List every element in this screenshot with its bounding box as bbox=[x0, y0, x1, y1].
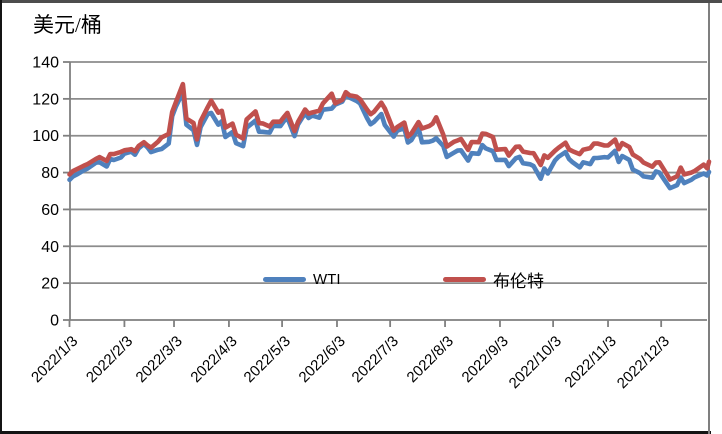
y-tick-label: 40 bbox=[41, 239, 59, 256]
x-tick-label: 2022/9/3 bbox=[459, 333, 512, 386]
y-tick-label: 0 bbox=[50, 313, 59, 330]
x-tick-label: 2022/12/3 bbox=[614, 333, 673, 392]
x-tick-label: 2022/3/3 bbox=[133, 333, 186, 386]
frame-border-top bbox=[0, 0, 722, 3]
frame-border-bottom bbox=[0, 431, 711, 434]
y-tick-label: 100 bbox=[32, 128, 59, 145]
frame-border-right bbox=[708, 3, 710, 434]
x-tick-label: 2022/2/3 bbox=[83, 333, 136, 386]
chart-title: 美元/桶 bbox=[33, 13, 102, 37]
y-tick-label: 120 bbox=[32, 91, 59, 108]
y-tick-label: 20 bbox=[41, 276, 59, 293]
y-tick-label: 140 bbox=[32, 55, 59, 72]
x-tick-label: 2022/6/3 bbox=[296, 333, 349, 386]
x-tick-label: 2022/8/3 bbox=[404, 333, 457, 386]
x-tick-label: 2022/5/3 bbox=[241, 333, 294, 386]
x-tick-label: 2022/7/3 bbox=[349, 333, 402, 386]
x-tick-label: 2022/11/3 bbox=[561, 333, 619, 391]
x-tick-label: 2022/10/3 bbox=[506, 333, 565, 392]
y-tick-label: 60 bbox=[41, 202, 59, 219]
x-tick-label: 2022/1/3 bbox=[28, 333, 81, 386]
x-tick-label: 2022/4/3 bbox=[187, 333, 240, 386]
frame-border-left bbox=[0, 0, 2, 434]
y-tick-label: 80 bbox=[41, 165, 59, 182]
brent-series-line bbox=[67, 81, 712, 182]
